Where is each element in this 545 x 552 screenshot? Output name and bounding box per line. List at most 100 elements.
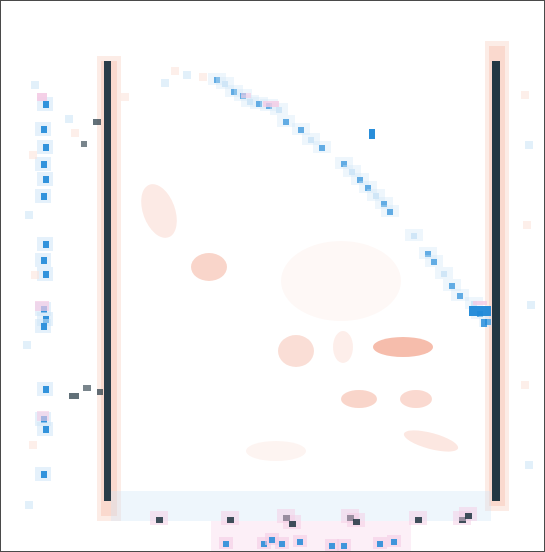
left-vertical-bar [104,61,111,501]
diagonal-pixel [357,177,363,183]
left-bar-tick [81,141,87,147]
diagonal-halo [216,77,234,89]
diagonal-pixel [231,89,237,95]
left-dot [43,426,49,433]
noise-pixel [25,501,33,509]
warm-blob [281,241,401,321]
bottom-blue [391,539,397,545]
diagonal-pink [241,93,251,98]
warm-blob [278,335,314,367]
warm-blob [246,441,306,461]
diagonal-pixel [308,137,314,143]
bottom-blue [269,537,275,543]
bottom-blue [341,543,347,549]
diagonal-pixel [387,209,393,215]
noise-pixel [31,271,39,279]
left-bar-tick [93,119,101,125]
diagonal-halo [443,279,461,291]
diagonal-halo [208,73,226,85]
diagonal-pixel [283,119,289,125]
left-dot [43,386,49,393]
bottom-blue [223,541,229,547]
diagonal-pixel [349,169,355,175]
noise-pixel [65,115,73,123]
noise-pixel [525,461,533,469]
diagonal-pink [263,101,279,107]
bottom-blue [297,539,303,545]
right-cluster [473,301,487,305]
noise-pixel [121,93,129,101]
bottom-blue [377,541,383,547]
noise-pixel [527,301,535,309]
noise-pixel [161,79,169,87]
diagonal-pixel [457,293,463,299]
bottom-mark [227,517,234,523]
noise-pixel [171,67,179,75]
diagonal-pixel [214,77,220,83]
left-dot [41,257,47,264]
warm-blob [373,337,433,357]
diagonal-halo [277,115,295,127]
noise-pixel [29,441,37,449]
diagonal-halo [343,165,361,177]
diagonal-halo [302,133,320,145]
diagonal-halo [351,173,369,185]
bottom-mark [156,517,163,523]
diagonal-pixel [298,127,304,133]
noise-pixel [25,211,33,219]
warm-blob [403,430,459,452]
diagonal-halo [405,229,423,241]
right-cluster [469,306,491,316]
noise-pixel [31,81,39,89]
left-bar-tick [97,389,103,395]
left-bar-tick [83,385,91,391]
noise-pixel [71,129,79,137]
bottom-blue [261,541,267,547]
left-dot [43,241,49,248]
left-bar-tick [69,393,79,399]
left-dot-pink [35,301,49,311]
diagonal-halo [335,157,353,169]
left-dot [43,144,49,151]
diagonal-pixel [365,185,371,191]
diagonal-halo [313,141,331,153]
diagonal-pixel [369,129,375,139]
noise-pixel [23,341,31,349]
diagonal-halo [425,255,443,267]
diagonal-halo [225,85,243,97]
diagonal-pixel [373,193,379,199]
left-dot-pink [37,411,49,421]
bottom-mark [289,521,296,527]
noise-pixel [183,71,191,79]
warm-blob [400,390,432,408]
diagonal-halo [435,267,453,279]
left-dot [43,271,49,278]
noise-pixel [523,221,531,229]
diagonal-halo [375,197,393,209]
left-dot-pink [37,93,47,101]
warm-blob [333,331,353,363]
warm-blob [191,253,227,281]
noise-pixel [199,73,207,81]
bottom-mark [465,513,472,519]
diagonal-pixel [431,259,437,265]
left-dot [43,176,49,183]
diagonal-pixel [256,101,262,107]
bottom-mark [353,519,360,525]
left-dot [43,101,49,108]
diagonal-pixel [485,319,491,325]
right-vertical-bar [492,61,500,501]
diagonal-pixel [341,161,347,167]
noise-pixel [525,141,533,149]
bottom-blue [279,541,285,547]
warm-blob [341,390,377,408]
left-dot [41,161,47,168]
diagonal-pixel [222,81,228,87]
bottom-blue [329,543,335,549]
right-cluster [481,319,487,327]
left-dot [41,471,47,478]
diagonal-pixel [247,99,253,105]
diagonal-halo [367,189,385,201]
